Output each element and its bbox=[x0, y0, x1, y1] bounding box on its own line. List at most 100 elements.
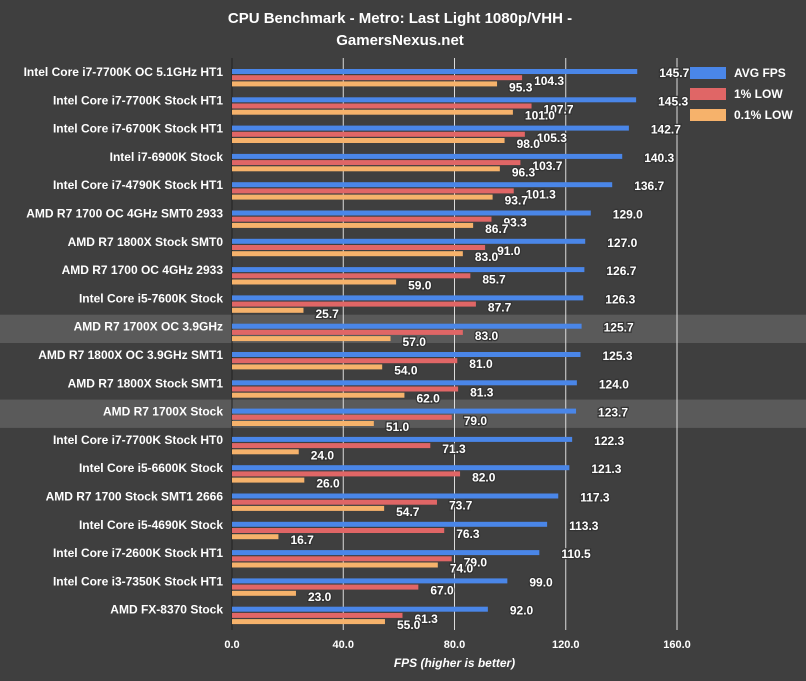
data-label: 99.0 bbox=[529, 575, 553, 589]
bar-0-1-low bbox=[232, 81, 498, 87]
data-label: 104.3 bbox=[534, 74, 564, 88]
bar-avg-fps bbox=[232, 69, 638, 74]
category-label: Intel Core i7-7700K Stock HT1 bbox=[53, 93, 223, 107]
category-label: AMD R7 1700 OC 4GHz SMT0 2933 bbox=[26, 207, 223, 221]
data-label: 85.7 bbox=[482, 272, 506, 286]
data-label: 123.7 bbox=[598, 406, 628, 420]
bar-avg-fps bbox=[232, 125, 629, 131]
bar-0-1-low bbox=[232, 336, 391, 342]
category-label: Intel Core i5-7600K Stock bbox=[79, 291, 223, 305]
data-label: 76.3 bbox=[456, 527, 480, 541]
bar-avg-fps bbox=[232, 97, 637, 103]
bar-0-1-low bbox=[232, 619, 385, 625]
legend-label: 1% LOW bbox=[734, 86, 783, 101]
data-label: 95.3 bbox=[509, 80, 533, 94]
data-label: 16.7 bbox=[290, 533, 314, 547]
bar-avg-fps bbox=[232, 436, 573, 442]
data-label: 82.0 bbox=[472, 470, 496, 484]
bar-1-low bbox=[232, 386, 459, 392]
legend-swatch bbox=[690, 87, 726, 100]
bar-0-1-low bbox=[232, 279, 397, 285]
data-label: 105.3 bbox=[537, 131, 567, 145]
data-label: 67.0 bbox=[430, 584, 454, 598]
data-label: 91.0 bbox=[497, 244, 521, 258]
bar-1-low bbox=[232, 556, 452, 562]
data-label: 54.7 bbox=[396, 505, 420, 519]
bar-1-low bbox=[232, 528, 445, 533]
data-label: 62.0 bbox=[416, 392, 440, 406]
bar-avg-fps bbox=[232, 323, 582, 329]
bar-0-1-low bbox=[232, 251, 463, 257]
data-label: 113.3 bbox=[569, 519, 599, 533]
legend-label: 0.1% LOW bbox=[734, 107, 793, 122]
chart-title: CPU Benchmark - Metro: Last Light 1080p/… bbox=[227, 10, 573, 49]
category-label: AMD R7 1800X Stock SMT1 bbox=[68, 376, 224, 390]
bar-1-low bbox=[232, 612, 403, 618]
bar-0-1-low bbox=[232, 109, 513, 115]
data-label: 124.0 bbox=[599, 377, 629, 391]
bar-0-1-low bbox=[232, 138, 505, 143]
data-label: 79.0 bbox=[464, 414, 488, 428]
bar-avg-fps bbox=[232, 210, 591, 216]
data-label: 101.0 bbox=[525, 109, 555, 123]
data-label: 98.0 bbox=[517, 137, 541, 151]
data-label: 59.0 bbox=[408, 279, 432, 293]
bar-avg-fps bbox=[232, 238, 586, 244]
bar-0-1-low bbox=[232, 307, 304, 313]
bar-1-low bbox=[232, 273, 471, 279]
bar-1-low bbox=[232, 584, 419, 590]
data-label: 93.7 bbox=[505, 194, 529, 208]
bar-1-low bbox=[232, 188, 514, 194]
bar-1-low bbox=[232, 75, 523, 81]
bar-avg-fps bbox=[232, 606, 488, 612]
data-label: 25.7 bbox=[315, 307, 339, 321]
data-label: 23.0 bbox=[308, 590, 332, 604]
bar-1-low bbox=[232, 499, 437, 505]
data-label: 79.0 bbox=[464, 555, 488, 569]
bar-0-1-low bbox=[232, 421, 374, 426]
bar-1-low bbox=[232, 329, 463, 335]
x-tick-label: 40.0 bbox=[333, 639, 354, 651]
x-axis-label: FPS (higher is better) bbox=[393, 656, 516, 670]
data-label: 57.0 bbox=[403, 335, 427, 349]
data-label: 61.3 bbox=[414, 612, 438, 626]
bar-0-1-low bbox=[232, 166, 500, 172]
bar-avg-fps bbox=[232, 153, 623, 159]
data-label: 127.0 bbox=[607, 236, 637, 250]
data-label: 140.3 bbox=[644, 151, 674, 165]
data-label: 87.7 bbox=[488, 301, 512, 315]
bar-0-1-low bbox=[232, 222, 474, 228]
category-label: Intel Core i7-7700K Stock HT0 bbox=[53, 433, 223, 447]
bar-1-low bbox=[232, 301, 476, 307]
data-label: 83.0 bbox=[475, 250, 499, 264]
data-label: 125.3 bbox=[602, 349, 632, 363]
bar-avg-fps bbox=[232, 408, 577, 414]
data-label: 86.7 bbox=[485, 222, 509, 236]
legend-label: AVG FPS bbox=[734, 65, 786, 80]
category-label: Intel Core i3-7350K Stock HT1 bbox=[53, 574, 223, 588]
bar-0-1-low bbox=[232, 590, 296, 596]
highlight-row bbox=[0, 314, 806, 343]
bar-avg-fps bbox=[232, 578, 508, 584]
bar-1-low bbox=[232, 358, 458, 364]
bar-1-low bbox=[232, 245, 486, 250]
category-label: Intel Core i5-4690K Stock bbox=[79, 518, 223, 532]
bar-0-1-low bbox=[232, 364, 383, 370]
data-label: 92.0 bbox=[510, 604, 534, 618]
bar-0-1-low bbox=[232, 194, 493, 200]
data-label: 129.0 bbox=[613, 208, 643, 222]
bar-avg-fps bbox=[232, 380, 577, 386]
category-label: AMD R7 1800X Stock SMT0 bbox=[68, 235, 224, 249]
bar-1-low bbox=[232, 131, 525, 137]
data-label: 96.3 bbox=[512, 165, 536, 179]
legend-swatch bbox=[690, 66, 726, 79]
data-label: 26.0 bbox=[316, 477, 340, 491]
data-label: 24.0 bbox=[311, 448, 335, 462]
data-label: 107.7 bbox=[544, 103, 574, 117]
data-label: 54.0 bbox=[394, 363, 418, 377]
data-label: 145.7 bbox=[659, 66, 689, 80]
data-label: 83.0 bbox=[475, 329, 499, 343]
category-label: AMD R7 1800X OC 3.9GHz SMT1 bbox=[38, 348, 223, 362]
data-label: 51.0 bbox=[386, 420, 410, 434]
